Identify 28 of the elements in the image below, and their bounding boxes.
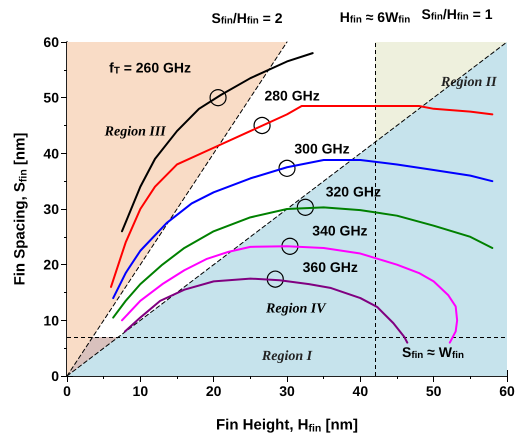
annotation: 320 GHz bbox=[326, 183, 381, 200]
y-tick-label: 10 bbox=[43, 312, 60, 328]
x-tick-label: 20 bbox=[206, 383, 222, 399]
x-tick-label: 10 bbox=[132, 383, 148, 399]
y-tick-label: 0 bbox=[51, 368, 60, 384]
y-tick-label: 60 bbox=[43, 34, 60, 50]
line-series bbox=[112, 159, 494, 300]
x-tick-label: 40 bbox=[352, 383, 368, 399]
band-label: Region II bbox=[440, 74, 498, 90]
line-series bbox=[124, 278, 408, 344]
x-tick-label: 60 bbox=[499, 383, 515, 399]
x-tick-label: 50 bbox=[426, 383, 442, 399]
line-series bbox=[121, 245, 458, 344]
y-tick-label: 40 bbox=[43, 145, 60, 162]
y-tick-label: 20 bbox=[43, 256, 60, 273]
annotation: 300 GHz bbox=[294, 140, 350, 156]
line-series bbox=[112, 206, 494, 319]
annotation: Region III bbox=[104, 124, 166, 140]
x-tick-label: 0 bbox=[63, 383, 72, 399]
annotation: 340 GHz bbox=[312, 222, 368, 238]
y-axis-title: Fin Spacing, Sfin [nm] bbox=[12, 132, 30, 286]
annotation: Region IV bbox=[265, 302, 328, 317]
band-label: Region I bbox=[260, 349, 313, 364]
annotation: 360 GHz bbox=[302, 259, 358, 276]
y-tick-label: 50 bbox=[43, 90, 60, 106]
x-tick-label: 30 bbox=[279, 383, 295, 399]
annotation: 280 GHz bbox=[264, 88, 320, 104]
y-tick-label: 30 bbox=[43, 201, 60, 217]
